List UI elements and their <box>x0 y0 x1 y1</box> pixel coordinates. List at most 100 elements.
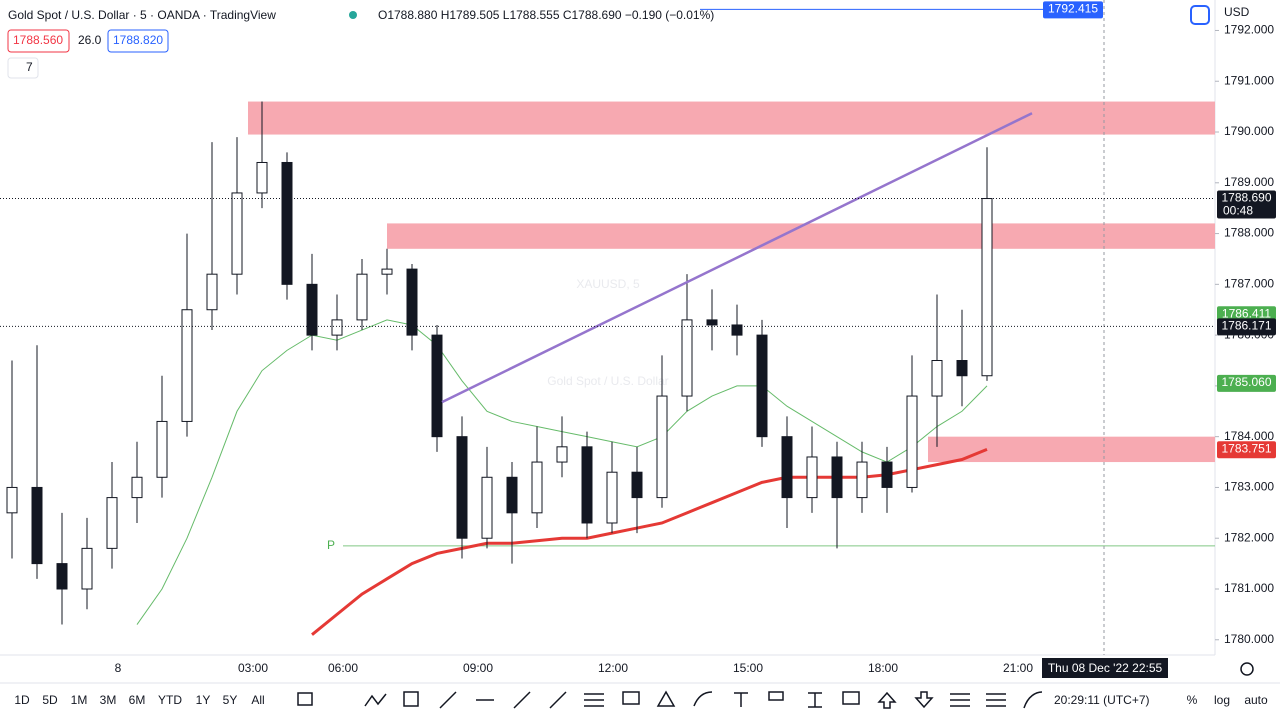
range-button[interactable]: 6M <box>129 693 146 707</box>
y-tick-label: 1782.000 <box>1224 530 1274 544</box>
tool-icon[interactable] <box>584 693 604 707</box>
tool-icon[interactable] <box>734 692 748 707</box>
tool-icon[interactable] <box>693 691 713 707</box>
price-badge-label: 1783.751 <box>1221 441 1271 455</box>
status-dot <box>349 11 357 19</box>
price-badge <box>1217 441 1276 459</box>
candle-body <box>906 395 918 488</box>
candle-body <box>106 497 118 549</box>
x-tick-label: 06:00 <box>328 661 358 675</box>
range-button[interactable]: All <box>251 693 264 707</box>
tool-icon[interactable] <box>1023 691 1043 709</box>
tool-icon[interactable] <box>297 692 313 706</box>
tool-icon[interactable] <box>986 693 1006 707</box>
candle-body <box>806 456 818 499</box>
candle-body <box>831 456 843 499</box>
candle-body <box>431 334 443 438</box>
candle-body <box>606 471 618 524</box>
clock: 20:29:11 (UTC+7) <box>1054 693 1150 707</box>
scale-option[interactable]: % <box>1187 693 1198 707</box>
y-tick-label: 1789.000 <box>1224 175 1274 189</box>
tool-icon[interactable] <box>656 690 676 707</box>
candle-body <box>406 268 418 336</box>
x-tick-label: 03:00 <box>238 661 268 675</box>
range-button[interactable]: 1Y <box>196 693 211 707</box>
candle-body <box>6 486 18 514</box>
candle-body <box>731 324 743 336</box>
price-badge-label: 1786.171 <box>1221 319 1271 333</box>
plot-area: XAUUSD, 5 Gold Spot / U.S. Dollar P <box>0 0 1216 656</box>
candle-body <box>856 461 868 499</box>
y-tick-label: 1792.000 <box>1224 23 1274 37</box>
zone <box>928 436 1215 463</box>
tool-icon[interactable] <box>364 693 387 707</box>
scale-option[interactable]: log <box>1214 693 1230 707</box>
price-badge-label: 1785.060 <box>1221 375 1271 389</box>
range-button[interactable]: 1M <box>71 693 88 707</box>
tool-icon[interactable] <box>914 691 934 709</box>
indicator-toggle[interactable] <box>7 57 39 79</box>
sync-icon[interactable] <box>1190 5 1210 25</box>
candle-body <box>256 161 268 194</box>
range-button[interactable]: YTD <box>158 693 182 707</box>
tool-icon[interactable] <box>950 693 970 707</box>
scale-option[interactable]: auto <box>1244 693 1268 707</box>
currency[interactable]: USD <box>1224 5 1250 19</box>
tool-icon[interactable] <box>439 691 457 709</box>
watermark-name: Gold Spot / U.S. Dollar <box>547 374 668 388</box>
pivot-label: P <box>327 538 335 552</box>
range-button[interactable]: 5D <box>42 693 58 707</box>
buy-button[interactable] <box>107 29 169 53</box>
x-tick-label: 12:00 <box>598 661 628 675</box>
tool-icon[interactable] <box>808 692 822 708</box>
ma-slow <box>311 447 988 636</box>
tool-icon[interactable] <box>768 691 784 701</box>
price-badge-label: 1786.411 <box>1222 306 1271 320</box>
candle-body <box>331 319 343 336</box>
tool-icon[interactable] <box>403 691 419 707</box>
watermark-symbol: XAUUSD, 5 <box>576 277 640 291</box>
countdown: 00:48 <box>1223 204 1253 218</box>
candle-body <box>756 334 768 438</box>
sell-button[interactable] <box>7 29 70 53</box>
candle-body <box>681 319 693 397</box>
candle-body <box>206 273 218 311</box>
ask: 1788.820 <box>113 33 163 47</box>
range-button[interactable]: 3M <box>100 693 117 707</box>
tool-icon[interactable] <box>842 691 860 705</box>
candle-body <box>881 461 893 488</box>
candle-body <box>706 319 718 326</box>
tool-icon[interactable] <box>549 691 567 709</box>
range-button[interactable]: 1D <box>14 693 30 707</box>
ohlc: O1788.880 H1789.505 L1788.555 C1788.690 … <box>378 8 714 22</box>
x-tick-label: 15:00 <box>733 661 763 675</box>
price-badge-label: 1788.690 <box>1221 191 1271 205</box>
candle-body <box>356 273 368 321</box>
candle-body <box>156 420 168 478</box>
tool-icon[interactable] <box>513 691 531 709</box>
settings-icon[interactable] <box>1240 662 1254 676</box>
candle-body <box>181 309 193 422</box>
drawing-toolbar <box>297 690 1043 709</box>
candle-body <box>581 446 593 524</box>
candle-body <box>281 161 293 285</box>
candle-body <box>131 476 143 499</box>
symbol-title: Gold Spot / U.S. Dollar · 5 · OANDA · Tr… <box>8 8 276 22</box>
candle-body <box>931 360 943 397</box>
x-tick-label: 21:00 <box>1003 661 1033 675</box>
y-tick-label: 1791.000 <box>1224 73 1274 87</box>
bid: 1788.560 <box>13 33 63 47</box>
candle-body <box>81 547 93 590</box>
x-tick-label: 18:00 <box>868 661 898 675</box>
y-tick-label: 1783.000 <box>1224 480 1274 494</box>
cursor-time-badge <box>1042 658 1168 678</box>
candle-body <box>556 446 568 463</box>
range-button[interactable]: 5Y <box>223 693 238 707</box>
candle-body <box>456 436 468 539</box>
tool-icon[interactable] <box>877 691 897 709</box>
candle-body <box>631 471 643 499</box>
candle-body <box>656 395 668 499</box>
tool-icon[interactable] <box>622 691 640 705</box>
price-badge <box>1217 318 1276 336</box>
